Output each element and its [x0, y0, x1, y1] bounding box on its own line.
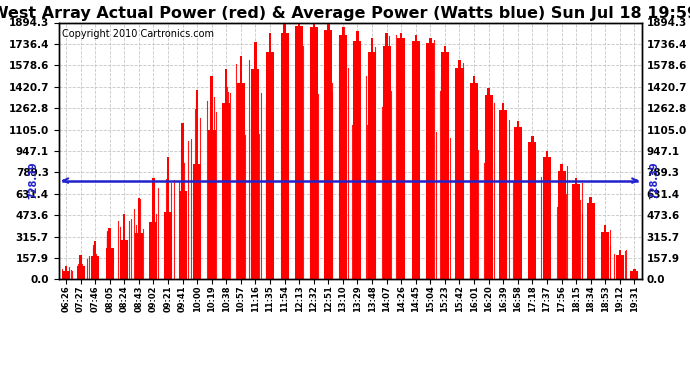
Bar	[487, 88, 490, 279]
Bar	[546, 150, 548, 279]
Bar	[120, 240, 128, 279]
Bar	[560, 164, 563, 279]
Bar	[108, 228, 111, 279]
Bar	[558, 171, 566, 279]
Bar	[327, 24, 330, 279]
Bar	[529, 142, 536, 279]
Bar	[310, 27, 317, 279]
Bar	[150, 222, 157, 279]
Bar	[514, 128, 522, 279]
Bar	[222, 103, 230, 279]
Bar	[239, 56, 242, 279]
Bar	[386, 33, 388, 279]
Bar	[179, 191, 186, 279]
Text: Copyright 2010 Cartronics.com: Copyright 2010 Cartronics.com	[61, 29, 214, 39]
Bar	[484, 95, 493, 279]
Bar	[135, 233, 143, 279]
Text: West Array Actual Power (red) & Average Power (Watts blue) Sun Jul 18 19:59: West Array Actual Power (red) & Average …	[0, 6, 690, 21]
Bar	[473, 76, 475, 279]
Bar	[313, 23, 315, 279]
Text: 728.39: 728.39	[649, 162, 659, 200]
Bar	[284, 24, 286, 279]
Bar	[604, 225, 607, 279]
Bar	[601, 232, 609, 279]
Bar	[589, 196, 592, 279]
Bar	[353, 41, 362, 279]
Bar	[426, 44, 434, 279]
Bar	[441, 51, 449, 279]
Bar	[62, 271, 70, 279]
Bar	[237, 83, 245, 279]
Bar	[572, 184, 580, 279]
Bar	[281, 33, 288, 279]
Bar	[400, 33, 402, 279]
Bar	[371, 38, 373, 279]
Bar	[339, 35, 347, 279]
Bar	[251, 69, 259, 279]
Bar	[77, 266, 84, 279]
Bar	[531, 136, 533, 279]
Bar	[356, 31, 359, 279]
Bar	[164, 211, 172, 279]
Bar	[586, 203, 595, 279]
Bar	[342, 27, 344, 279]
Bar	[502, 103, 504, 279]
Bar	[79, 255, 81, 279]
Bar	[500, 110, 507, 279]
Bar	[123, 214, 126, 279]
Bar	[324, 30, 333, 279]
Bar	[455, 68, 464, 279]
Bar	[383, 46, 391, 279]
Bar	[254, 42, 257, 279]
Bar	[266, 51, 274, 279]
Bar	[368, 51, 376, 279]
Bar	[167, 158, 169, 279]
Bar	[152, 178, 155, 279]
Bar	[196, 90, 198, 279]
Bar	[210, 76, 213, 279]
Bar	[575, 178, 578, 279]
Bar	[181, 123, 184, 279]
Bar	[470, 83, 478, 279]
Bar	[269, 33, 271, 279]
Bar	[106, 248, 114, 279]
Bar	[65, 266, 67, 279]
Bar	[412, 41, 420, 279]
Bar	[225, 69, 228, 279]
Text: 728.39: 728.39	[28, 162, 38, 200]
Bar	[517, 121, 519, 279]
Bar	[295, 26, 303, 279]
Bar	[543, 158, 551, 279]
Bar	[193, 164, 201, 279]
Bar	[444, 46, 446, 279]
Bar	[415, 35, 417, 279]
Bar	[429, 38, 431, 279]
Bar	[458, 60, 461, 279]
Bar	[616, 255, 624, 279]
Bar	[633, 268, 635, 279]
Bar	[94, 242, 97, 279]
Bar	[619, 249, 621, 279]
Bar	[397, 38, 405, 279]
Bar	[91, 256, 99, 279]
Bar	[137, 198, 140, 279]
Bar	[208, 130, 216, 279]
Bar	[298, 22, 300, 279]
Bar	[631, 271, 638, 279]
